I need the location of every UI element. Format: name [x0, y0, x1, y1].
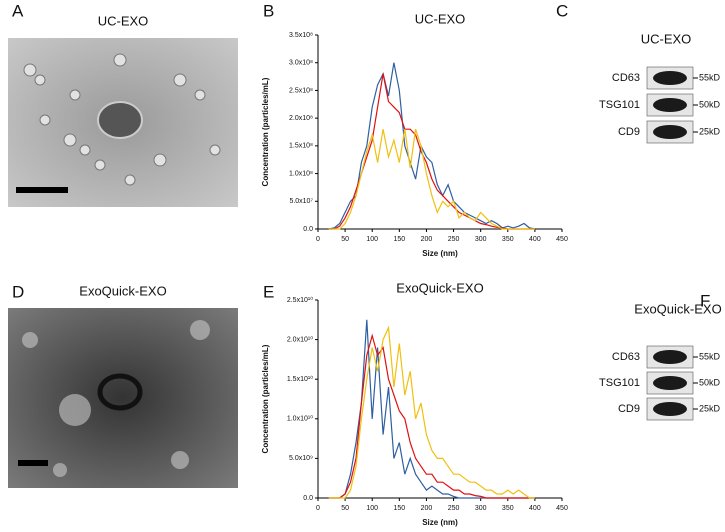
x-tick-label: 200 — [421, 236, 433, 243]
panel-letter: E — [263, 282, 274, 301]
protein-label: CD63 — [612, 72, 640, 84]
x-tick-label: 300 — [475, 236, 487, 243]
x-tick-label: 150 — [393, 505, 405, 512]
x-tick-label: 200 — [421, 505, 433, 512]
blot-band — [653, 402, 687, 416]
x-tick-label: 350 — [502, 236, 514, 243]
panel-letter: B — [263, 1, 274, 20]
y-axis-title: Concentration (particles/mL) — [261, 77, 270, 186]
blot-band — [653, 125, 687, 139]
x-tick-label: 50 — [341, 236, 349, 243]
series-line — [328, 129, 535, 230]
blot-band — [653, 71, 687, 85]
size-label: 55kD — [699, 72, 721, 82]
blot-title: UC-EXO — [641, 31, 692, 46]
x-tick-label: 100 — [366, 505, 378, 512]
protein-label: TSG101 — [599, 377, 640, 389]
x-axis-title: Size (nm) — [422, 249, 458, 258]
series-line — [328, 62, 536, 230]
size-label: 50kD — [699, 99, 721, 109]
blot-band — [653, 98, 687, 112]
y-tick-label: 2.0x10¹⁰ — [287, 335, 313, 343]
y-tick-label: 5.0x10⁷ — [289, 198, 313, 205]
size-label: 55kD — [699, 351, 721, 361]
micrograph-title: ExoQuick-EXO — [79, 283, 166, 298]
y-tick-label: 1.0x10⁸ — [289, 170, 313, 177]
series-line — [328, 325, 535, 499]
series-line — [328, 319, 535, 499]
protein-label: CD63 — [612, 351, 640, 363]
panel-letter: C — [556, 1, 568, 20]
x-tick-label: 300 — [475, 505, 487, 512]
size-label: 25kD — [699, 126, 721, 136]
y-tick-label: 2.5x10¹⁰ — [287, 296, 313, 304]
y-tick-label: 2.5x10⁸ — [289, 87, 313, 94]
panel-letter: D — [12, 282, 24, 301]
micrograph-a — [8, 38, 238, 207]
y-tick-label: 2.0x10⁸ — [289, 115, 313, 122]
protein-label: CD9 — [618, 126, 640, 138]
x-axis-title: Size (nm) — [422, 518, 458, 527]
x-tick-label: 0 — [316, 236, 320, 243]
panel-letter: A — [12, 1, 24, 20]
size-label: 50kD — [699, 377, 721, 387]
series-line — [328, 73, 535, 230]
x-tick-label: 100 — [366, 236, 378, 243]
blot-band — [653, 376, 687, 390]
x-tick-label: 150 — [393, 236, 405, 243]
y-tick-label: 1.5x10⁸ — [289, 143, 313, 150]
x-tick-label: 450 — [556, 505, 568, 512]
micrograph-title: UC-EXO — [98, 13, 149, 28]
x-tick-label: 450 — [556, 236, 568, 243]
series-line — [328, 333, 535, 499]
panel-letter: F — [700, 291, 710, 310]
y-tick-label: 1.5x10¹⁰ — [287, 375, 313, 383]
y-axis-title: Concentration (particles/mL) — [261, 344, 270, 453]
x-tick-label: 0 — [316, 505, 320, 512]
protein-label: TSG101 — [599, 99, 640, 111]
y-tick-label: 5.0x10⁹ — [289, 455, 313, 462]
y-tick-label: 3.0x10⁸ — [289, 60, 313, 67]
y-tick-label: 0.0 — [303, 226, 313, 233]
x-tick-label: 250 — [448, 505, 460, 512]
x-tick-label: 400 — [529, 505, 541, 512]
y-tick-label: 1.0x10¹⁰ — [287, 415, 313, 423]
chart-title: UC-EXO — [415, 11, 466, 26]
blot-title: ExoQuick-EXO — [634, 301, 721, 316]
size-label: 25kD — [699, 403, 721, 413]
blot-band — [653, 350, 687, 364]
y-tick-label: 3.5x10⁸ — [289, 32, 313, 39]
x-tick-label: 400 — [529, 236, 541, 243]
y-tick-label: 0.0 — [303, 495, 313, 502]
chart-title: ExoQuick-EXO — [396, 280, 483, 295]
micrograph-d — [8, 308, 238, 488]
x-tick-label: 50 — [341, 505, 349, 512]
protein-label: CD9 — [618, 403, 640, 415]
x-tick-label: 350 — [502, 505, 514, 512]
x-tick-label: 250 — [448, 236, 460, 243]
